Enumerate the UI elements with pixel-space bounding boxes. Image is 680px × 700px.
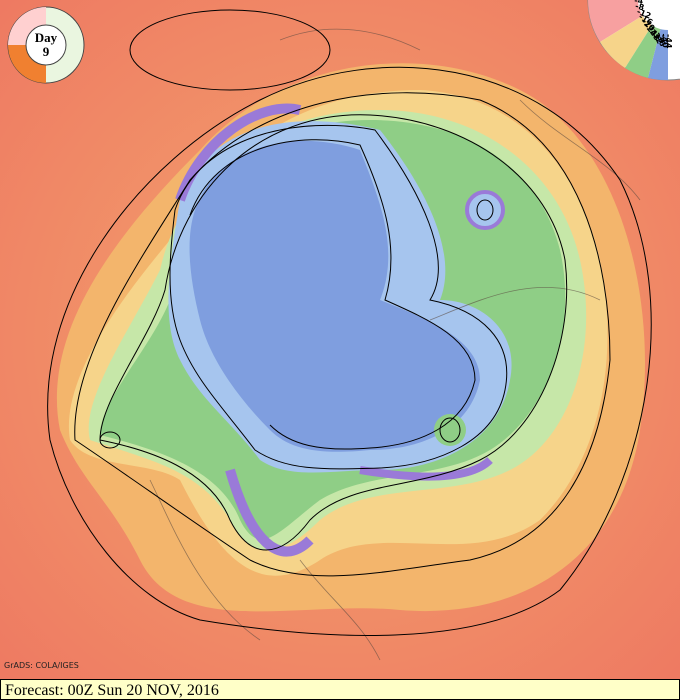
contour xyxy=(129,9,331,91)
scale-center xyxy=(638,0,680,30)
cold-pocket xyxy=(465,190,505,230)
contour xyxy=(99,114,568,551)
forecast-time: Forecast: 00Z Sun 20 NOV, 2016 xyxy=(5,682,219,699)
cold-pocket xyxy=(434,414,466,446)
purple-edge xyxy=(225,468,314,557)
contour xyxy=(439,417,461,443)
day-number: 9 xyxy=(43,44,50,59)
contour xyxy=(189,139,476,450)
contour xyxy=(476,199,494,221)
coastline xyxy=(149,28,641,661)
credit: GrADS: COLA/IGES xyxy=(4,661,79,670)
contour xyxy=(47,66,652,636)
scale-label: -4 xyxy=(634,0,644,6)
purple-edge xyxy=(175,103,302,202)
scale-label: -40 xyxy=(659,33,670,49)
contour xyxy=(99,431,121,449)
frigid-band xyxy=(189,140,481,452)
purple-edge xyxy=(359,456,493,481)
day-badge: Day 9 xyxy=(7,6,85,84)
scale-label: -44 xyxy=(664,34,673,49)
scale-label: -36 xyxy=(654,31,667,48)
day-label: Day xyxy=(35,30,58,45)
contour xyxy=(169,124,508,470)
badge-center xyxy=(25,24,67,66)
scale-label: -8 xyxy=(634,2,645,13)
color-scale: -4-8-12-16-20-24-28-32-36-40-44 xyxy=(587,0,680,81)
contour xyxy=(74,92,611,577)
